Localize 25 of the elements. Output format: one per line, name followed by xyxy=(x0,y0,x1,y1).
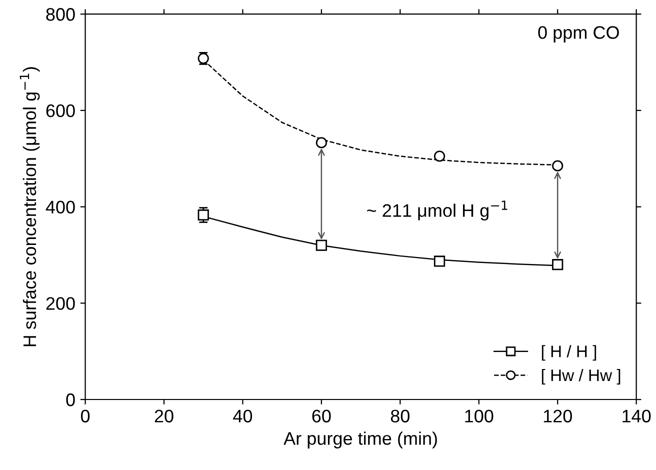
y-tick-label: 200 xyxy=(46,297,75,310)
point xyxy=(316,240,327,251)
point xyxy=(434,150,446,162)
y-tick-label: 0 xyxy=(66,393,75,406)
x-tick-label: 100 xyxy=(465,410,494,422)
annotation: 0 ppm CO xyxy=(538,26,619,42)
y-tick-label: 400 xyxy=(46,200,75,214)
x-tick-label: 120 xyxy=(544,410,572,422)
point xyxy=(552,259,564,270)
x-tick-label: 0 xyxy=(80,410,90,422)
x-tick-label: 140 xyxy=(622,410,651,422)
x-tick-label: 80 xyxy=(390,410,410,422)
x-tick-label: 20 xyxy=(154,410,174,422)
x-axis-title: Ar purge time (min) xyxy=(284,432,437,448)
legend-label: [ H / H ] xyxy=(542,345,596,361)
point xyxy=(434,256,446,267)
y-axis-title: H surface concentration (μmol g$^{−1}$) xyxy=(20,67,40,346)
y-tick-label: 800 xyxy=(46,8,75,21)
y-tick-label: 600 xyxy=(46,104,75,118)
point xyxy=(552,160,564,172)
annotation: ~ 211 μmol H g$^{−1}$ xyxy=(367,200,508,221)
x-tick-label: 60 xyxy=(312,410,331,422)
point xyxy=(316,137,327,148)
x-tick-label: 40 xyxy=(233,410,252,422)
legend-label: [ Hw / Hw ] xyxy=(542,368,620,384)
